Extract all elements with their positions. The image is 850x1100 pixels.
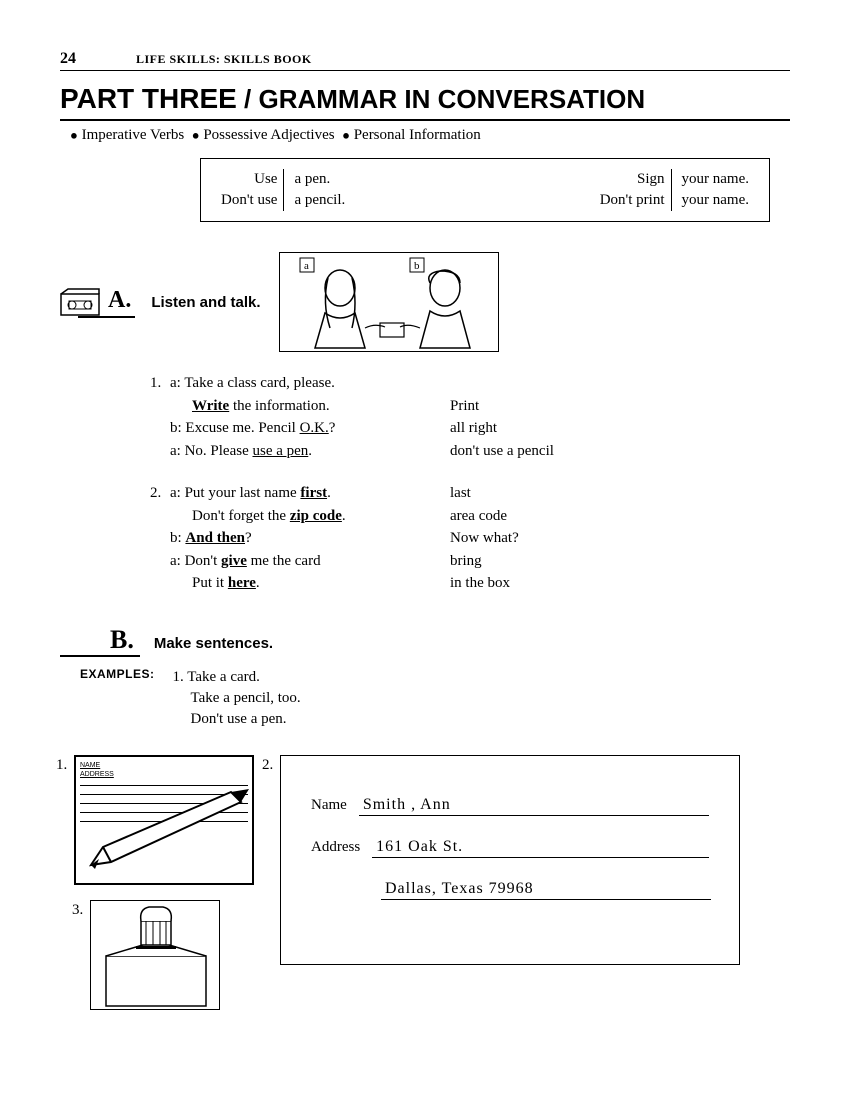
- dlg2-a2b-u: here: [228, 575, 256, 591]
- dlg1-num: 1.: [150, 372, 170, 395]
- form-addr-label: Address: [311, 839, 360, 856]
- gb-l1b: a pen.: [294, 169, 345, 190]
- title-sep: /: [237, 84, 259, 114]
- section-a-header: A. Listen and talk. a b: [60, 252, 790, 352]
- bullet-icon: ●: [70, 128, 78, 143]
- page-number: 24: [60, 50, 76, 68]
- dlg1-a1b-post: the information.: [229, 398, 329, 414]
- section-b-letter: B.: [60, 625, 140, 657]
- ex-l3: Don't use a pen.: [173, 709, 301, 730]
- dlg2-alt2: area code: [450, 505, 519, 528]
- dlg2-alt3: Now what?: [450, 527, 519, 550]
- dlg2-a1-sp: a:: [170, 485, 181, 501]
- part-label: PART THREE: [60, 83, 237, 114]
- section-b-caption: Make sentences.: [154, 635, 273, 652]
- dialogues: 1.a: Take a class card, please. Write th…: [150, 372, 790, 595]
- dlg2-b1-post: ?: [245, 530, 252, 546]
- exercises-area: 1. NAME ADDRESS 3.: [60, 755, 790, 1010]
- form-addr-value: 161 Oak St.: [372, 838, 709, 858]
- form-city-value: Dallas, Texas 79968: [381, 880, 711, 900]
- section-a-letter: A.: [78, 287, 135, 318]
- topic-3: Personal Information: [354, 127, 481, 143]
- page-header: 24 LIFE SKILLS: SKILLS BOOK: [60, 50, 790, 71]
- person-a-label: a: [304, 260, 309, 272]
- ex-num: 1.: [173, 669, 184, 685]
- people-illustration: a b: [279, 252, 499, 352]
- card-addr-label: ADDRESS: [80, 770, 248, 779]
- dlg2-a2b-post: .: [256, 575, 260, 591]
- section-b-header: B. Make sentences.: [60, 625, 790, 657]
- gb-r1b: your name.: [682, 169, 749, 190]
- grammar-pair-right: Sign Don't print your name. your name.: [600, 169, 749, 211]
- gb-l2b: a pencil.: [294, 190, 345, 211]
- grammar-pair-left: Use Don't use a pen. a pencil.: [221, 169, 345, 211]
- dlg2-a1-post: .: [327, 485, 331, 501]
- dlg1-b1-post: ?: [329, 420, 336, 436]
- dlg1-a2-post: .: [308, 443, 312, 459]
- dlg2-b1-u: And then: [185, 530, 245, 546]
- dlg1-b1-sp: b:: [170, 420, 182, 436]
- ex3-box-illustration: [90, 900, 220, 1010]
- dlg2-a1-pre: Put your last name: [185, 485, 301, 501]
- dlg2-alt1: last: [450, 482, 519, 505]
- dlg2-b1-sp: b:: [170, 530, 182, 546]
- form-name-value: Smith , Ann: [359, 796, 709, 816]
- ex-l2: Take a pencil, too.: [173, 688, 301, 709]
- dlg2-alt4: bring: [450, 550, 519, 573]
- dlg1-b1-u: O.K.: [300, 420, 329, 436]
- dlg2-a1b-post: .: [342, 508, 346, 524]
- dlg1-a2-u: use a pen: [252, 443, 308, 459]
- form-name-label: Name: [311, 797, 347, 814]
- dlg2-a1b-u: zip code: [290, 508, 342, 524]
- gb-l1a: Use: [221, 169, 277, 190]
- dlg2-num: 2.: [150, 482, 170, 505]
- gb-l2a: Don't use: [221, 190, 277, 211]
- dlg1-b1-pre: Excuse me. Pencil: [185, 420, 299, 436]
- book-title: LIFE SKILLS: SKILLS BOOK: [136, 52, 312, 67]
- dialogue-2: 2.a: Put your last name first. Don't for…: [150, 482, 790, 595]
- person-b-label: b: [414, 260, 420, 272]
- dlg1-alt3: don't use a pencil: [450, 440, 554, 463]
- dlg2-a1b-pre: Don't forget the: [192, 508, 290, 524]
- pencil-icon: [81, 787, 251, 877]
- dlg2-a2-post: me the card: [247, 553, 321, 569]
- part-title: PART THREE / GRAMMAR IN CONVERSATION: [60, 83, 790, 121]
- title-rest: GRAMMAR IN CONVERSATION: [259, 84, 646, 114]
- dialogue-1: 1.a: Take a class card, please. Write th…: [150, 372, 790, 462]
- dlg2-alt5: in the box: [450, 572, 519, 595]
- gb-r2a: Don't print: [600, 190, 665, 211]
- dlg1-alt2: all right: [450, 417, 554, 440]
- topic-2: Possessive Adjectives: [203, 127, 334, 143]
- bullet-icon: ●: [192, 128, 200, 143]
- ex1-card-illustration: NAME ADDRESS: [74, 755, 254, 885]
- grammar-box: Use Don't use a pen. a pencil. Sign Don'…: [200, 158, 770, 222]
- examples-label: EXAMPLES:: [80, 667, 155, 730]
- dlg1-a1: Take a class card, please.: [184, 375, 335, 391]
- dlg1-a2-sp: a:: [170, 443, 181, 459]
- dlg1-a1b-u: Write: [192, 398, 229, 414]
- topic-1: Imperative Verbs: [82, 127, 185, 143]
- dlg2-a2b-pre: Put it: [192, 575, 228, 591]
- ex1-label: 1.: [56, 757, 67, 774]
- ex2-label: 2.: [262, 757, 273, 774]
- dlg2-a1-u: first: [300, 485, 327, 501]
- gb-r1a: Sign: [600, 169, 665, 190]
- dlg1-a2-pre: No. Please: [185, 443, 253, 459]
- ex-l1: Take a card.: [187, 669, 260, 685]
- dlg2-a2-u: give: [221, 553, 247, 569]
- ex2-form: Name Smith , Ann Address 161 Oak St. Dal…: [280, 755, 740, 965]
- dlg2-a2-sp: a:: [170, 553, 181, 569]
- examples: EXAMPLES: 1. Take a card. Take a pencil,…: [80, 667, 790, 730]
- dlg1-a1-sp: a:: [170, 375, 181, 391]
- dlg1-alt1: Print: [450, 395, 554, 418]
- subtopics: ● Imperative Verbs ● Possessive Adjectiv…: [60, 127, 790, 144]
- dlg2-a2-pre: Don't: [185, 553, 221, 569]
- ex3-label: 3.: [72, 902, 83, 919]
- bullet-icon: ●: [342, 128, 350, 143]
- section-a-caption: Listen and talk.: [151, 294, 260, 311]
- card-name-label: NAME: [80, 761, 248, 770]
- gb-r2b: your name.: [682, 190, 749, 211]
